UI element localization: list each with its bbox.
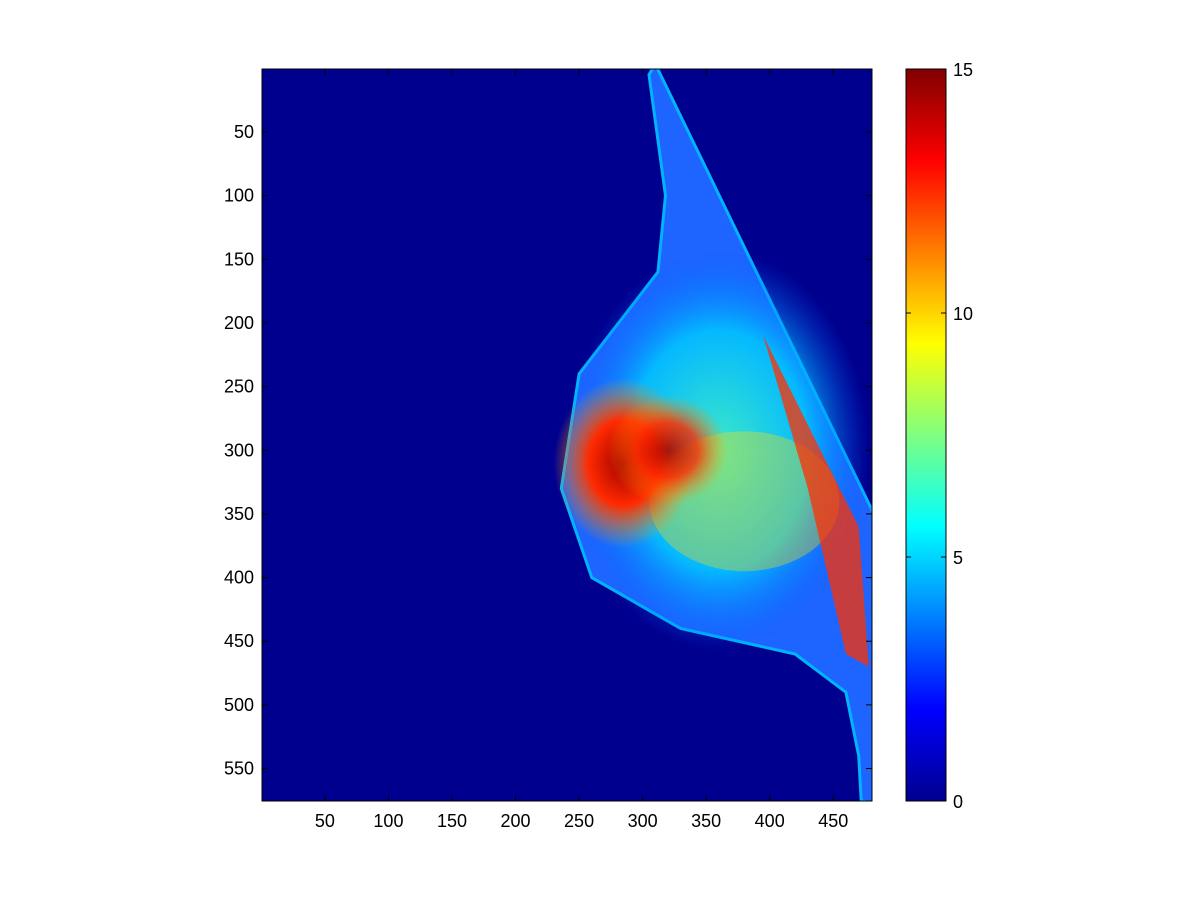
skin-edge-band	[763, 335, 869, 667]
axes-box	[261, 68, 873, 802]
x-tick-label: 100	[373, 811, 403, 831]
heatmap-image	[262, 69, 872, 801]
colorbar: 0 5 10 15	[905, 60, 973, 812]
y-tick-label: 450	[224, 631, 254, 651]
y-tick-label: 300	[224, 440, 254, 460]
y-tick-label: 550	[224, 759, 254, 779]
x-tick-label: 150	[437, 811, 467, 831]
colorbar-tick-label: 15	[953, 60, 973, 80]
axes: 50 100 150 200 250 300 350 400 450 50 100 150 200 250…	[224, 68, 873, 831]
y-tick-label: 250	[224, 377, 254, 397]
y-tick-label: 150	[224, 249, 254, 269]
y-tick-label: 500	[224, 695, 254, 715]
x-tick-label: 50	[315, 811, 335, 831]
x-tick-label: 300	[628, 811, 658, 831]
x-tick-label: 350	[691, 811, 721, 831]
y-tick-label: 100	[224, 186, 254, 206]
y-tick-label: 400	[224, 568, 254, 588]
y-tick-label: 50	[234, 122, 254, 142]
colorbar-tick-label: 0	[953, 792, 963, 812]
colorbar-gradient	[905, 68, 947, 802]
x-tick-label: 450	[818, 811, 848, 831]
y-tick-label: 200	[224, 313, 254, 333]
colorbar-tick-label: 5	[953, 548, 963, 568]
colorbar-tick-label: 10	[953, 304, 973, 324]
x-tick-label: 200	[501, 811, 531, 831]
dense-tissue-secondary	[608, 395, 729, 506]
y-tick-label: 350	[224, 504, 254, 524]
x-tick-label: 400	[755, 811, 785, 831]
x-tick-label: 250	[564, 811, 594, 831]
